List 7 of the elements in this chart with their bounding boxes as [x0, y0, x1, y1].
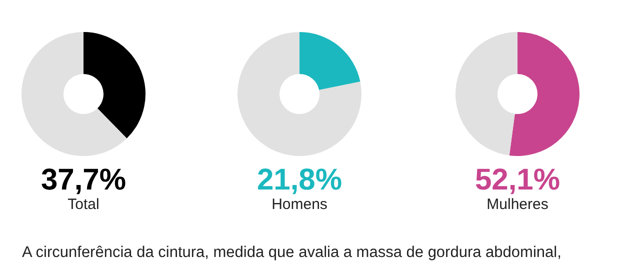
- text: 21,8%: [256, 164, 342, 196]
- text: Mulheres: [486, 196, 548, 213]
- text: 52,1%: [474, 164, 560, 196]
- text: 37,7%: [40, 164, 126, 196]
- text: Homens: [272, 196, 328, 213]
- text: Total: [68, 196, 100, 213]
- text: A circunferência da cintura, medida que avalia a massa de gordura abdominal,: [22, 244, 562, 262]
